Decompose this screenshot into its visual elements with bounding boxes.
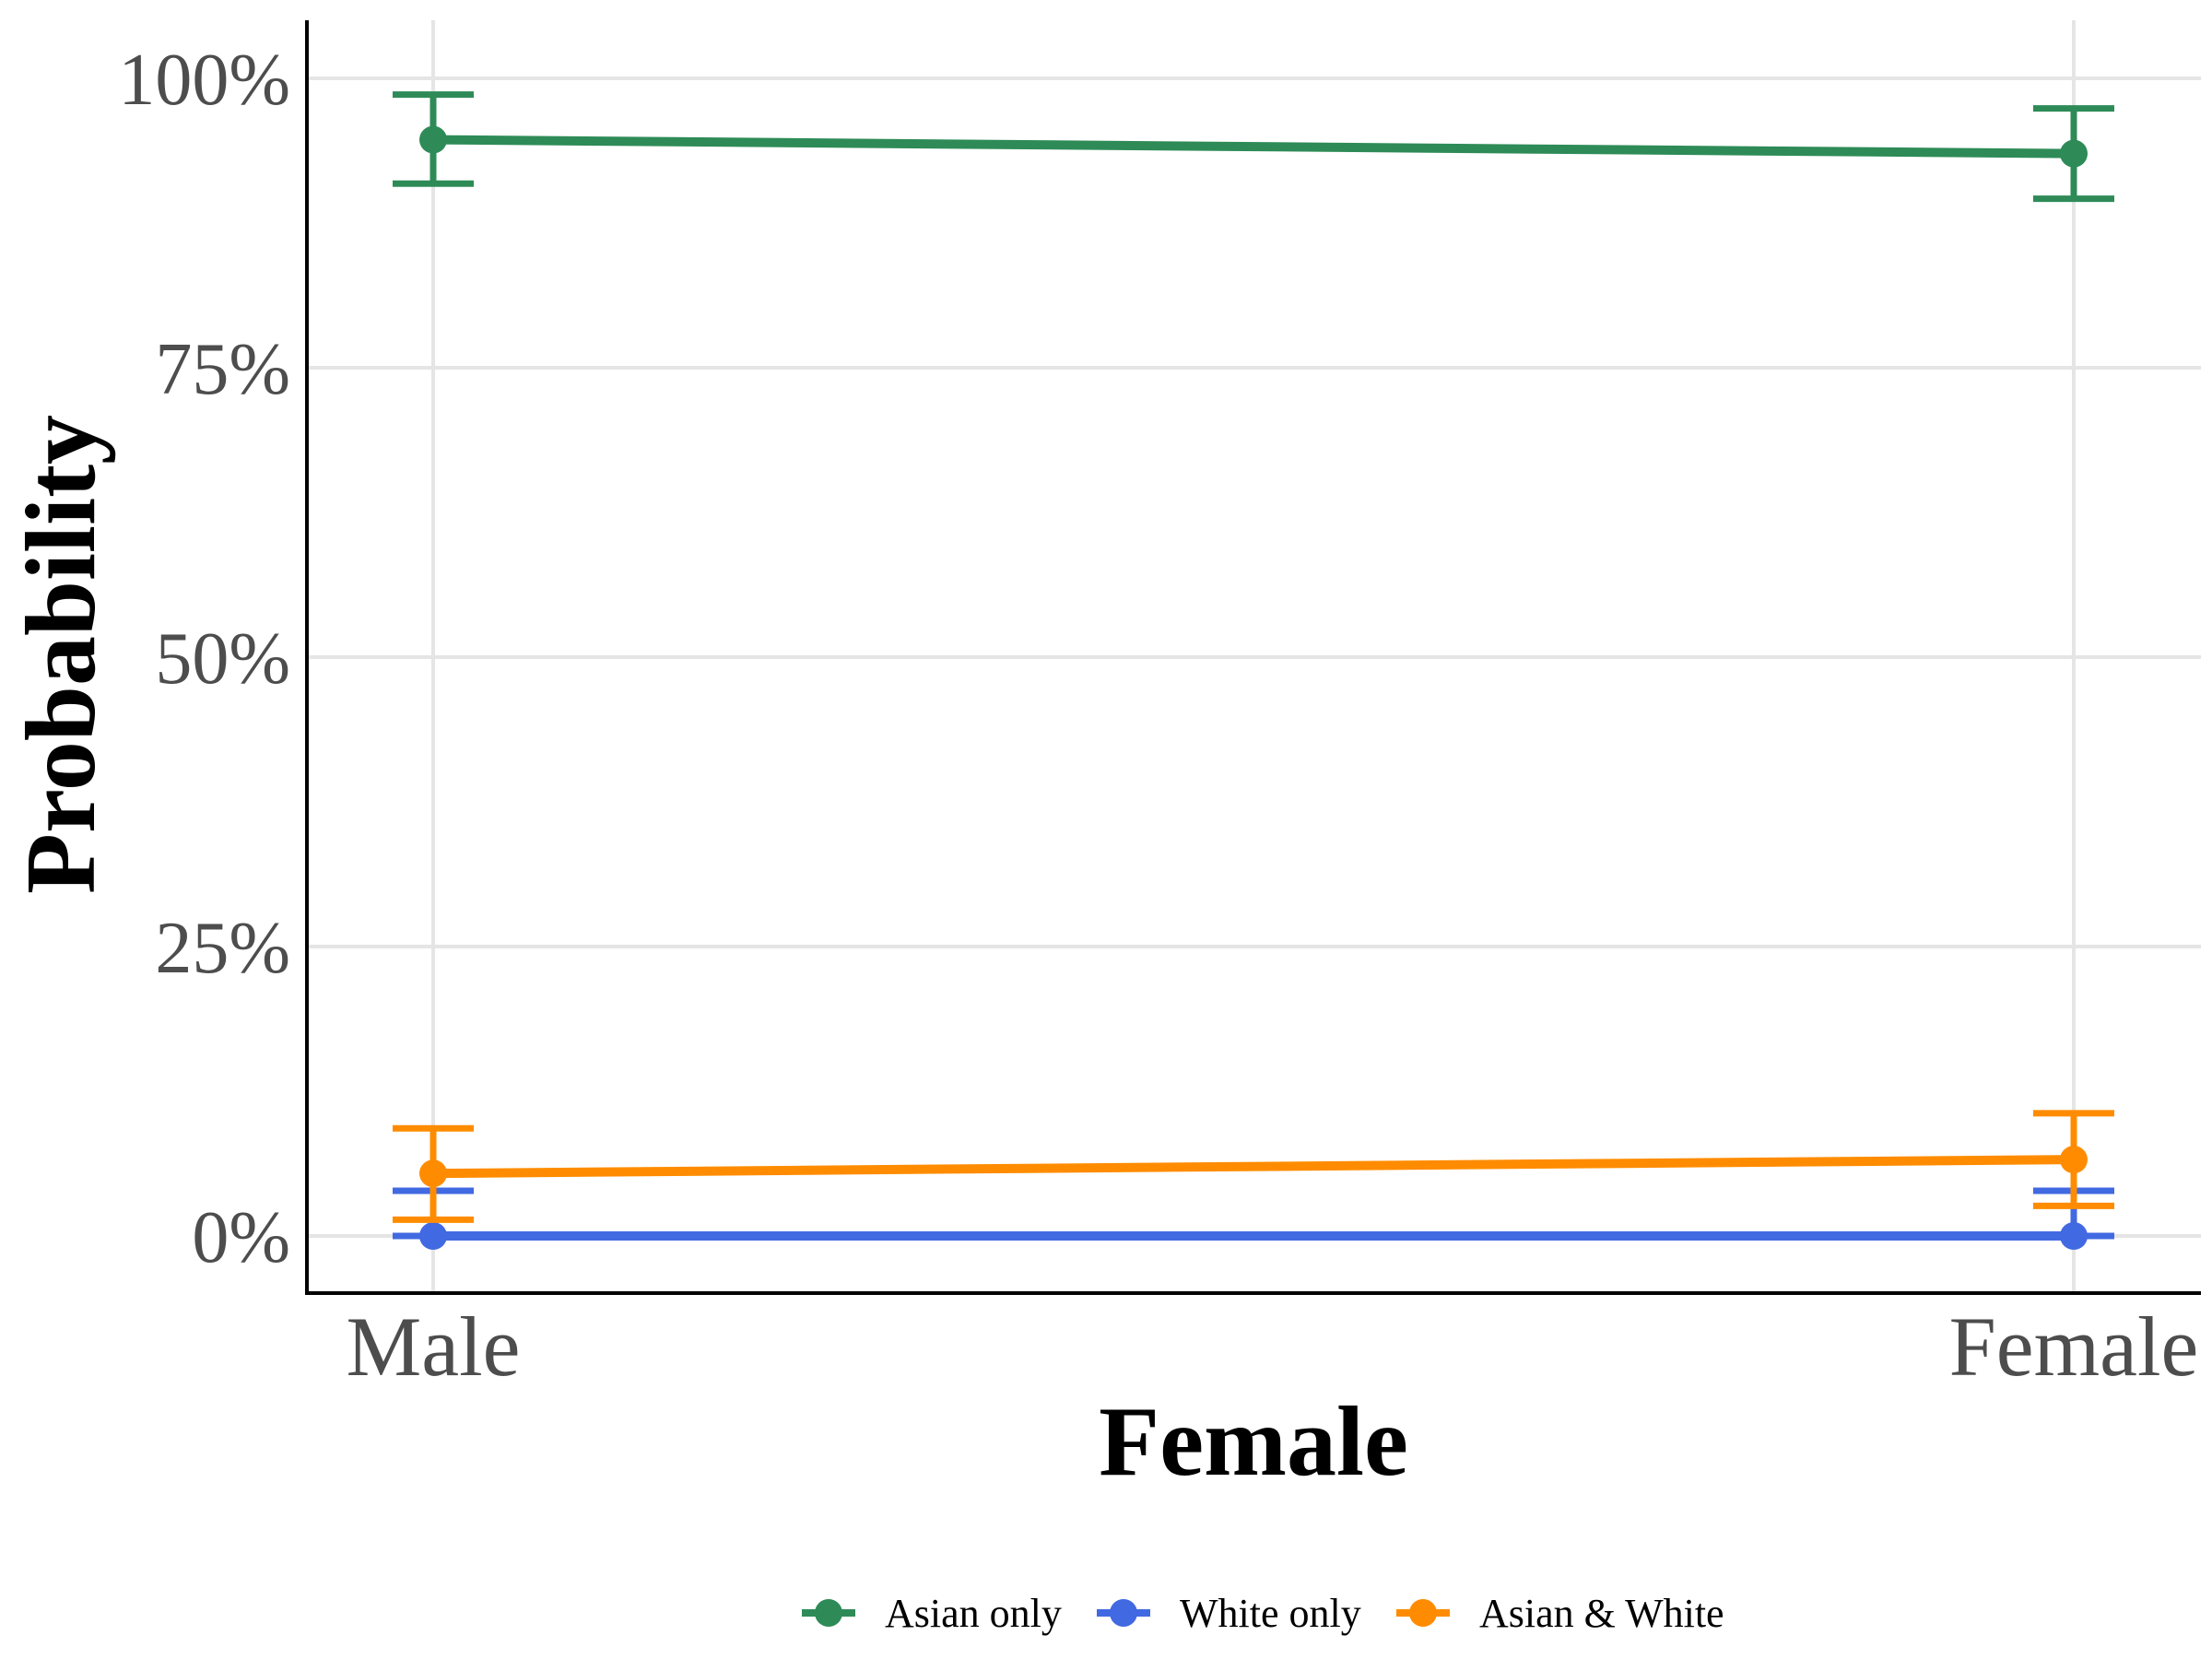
y-tick-labels: 0% 25% 50% 75% 100% [118, 40, 290, 1278]
y-tick-label: 50% [155, 618, 290, 700]
y-tick-label: 0% [192, 1197, 290, 1278]
legend: Asian only White only Asian & White [802, 1591, 1724, 1636]
legend-item: Asian only [802, 1591, 1062, 1636]
x-tick-label: Female [1949, 1300, 2199, 1394]
data-point [419, 1222, 447, 1250]
x-axis-title: Female [1099, 1387, 1408, 1497]
series-2 [393, 1110, 2114, 1223]
x-tick-labels: Male Female [346, 1300, 2198, 1394]
legend-label: Asian & White [1479, 1591, 1724, 1636]
data-point [2060, 1146, 2088, 1174]
data-point [2060, 1222, 2088, 1250]
series-line [432, 1155, 2075, 1179]
series-0 [393, 91, 2114, 203]
y-axis-title: Probability [6, 415, 116, 894]
grid-lines [307, 20, 2201, 1293]
y-tick-label: 25% [155, 908, 290, 989]
data-point [419, 1159, 447, 1188]
y-tick-label: 100% [118, 40, 290, 121]
data-point [419, 125, 447, 154]
legend-item: White only [1097, 1591, 1361, 1636]
legend-key-point [815, 1599, 842, 1627]
series-layer [393, 91, 2114, 1250]
legend-label: Asian only [885, 1591, 1062, 1636]
series-line [432, 135, 2075, 159]
y-tick-label: 75% [155, 329, 290, 410]
x-tick-label: Male [346, 1300, 520, 1394]
data-point [2060, 139, 2088, 168]
legend-item: Asian & White [1396, 1591, 1724, 1636]
legend-label: White only [1180, 1591, 1361, 1636]
legend-key-point [1409, 1599, 1437, 1627]
series-1 [393, 1187, 2114, 1250]
legend-key-point [1110, 1599, 1137, 1627]
